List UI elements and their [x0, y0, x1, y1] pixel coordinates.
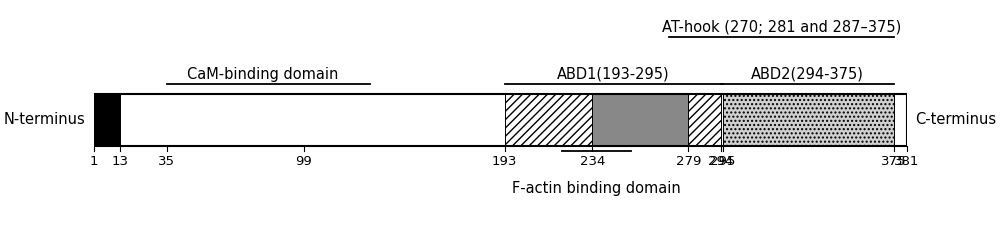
Bar	[592, 94, 688, 146]
Bar	[688, 94, 721, 146]
Text: 279: 279	[676, 155, 701, 168]
Bar	[894, 94, 907, 146]
Text: 294: 294	[708, 155, 733, 168]
Text: 375: 375	[881, 155, 906, 168]
Bar	[505, 94, 592, 146]
Text: 35: 35	[158, 155, 175, 168]
Text: C-terminus: C-terminus	[915, 112, 996, 127]
Text: CaM-binding domain: CaM-binding domain	[187, 67, 339, 82]
Text: 381: 381	[894, 155, 919, 168]
Bar	[94, 94, 120, 146]
Text: 193: 193	[492, 155, 517, 168]
Bar	[721, 94, 723, 146]
Text: N-terminus: N-terminus	[4, 112, 86, 127]
Text: ABD2(294-375): ABD2(294-375)	[751, 67, 864, 82]
Text: F-actin binding domain: F-actin binding domain	[512, 181, 681, 196]
Bar	[723, 94, 894, 146]
Text: 99: 99	[295, 155, 312, 168]
Text: ABD1(193-295): ABD1(193-295)	[557, 67, 670, 82]
Text: AT-hook (270; 281 and 287–375): AT-hook (270; 281 and 287–375)	[662, 20, 901, 35]
Bar	[120, 94, 505, 146]
Bar	[94, 94, 907, 146]
Text: 13: 13	[111, 155, 128, 168]
Text: 1: 1	[90, 155, 98, 168]
Text: 234: 234	[580, 155, 605, 168]
Text: 295: 295	[710, 155, 735, 168]
